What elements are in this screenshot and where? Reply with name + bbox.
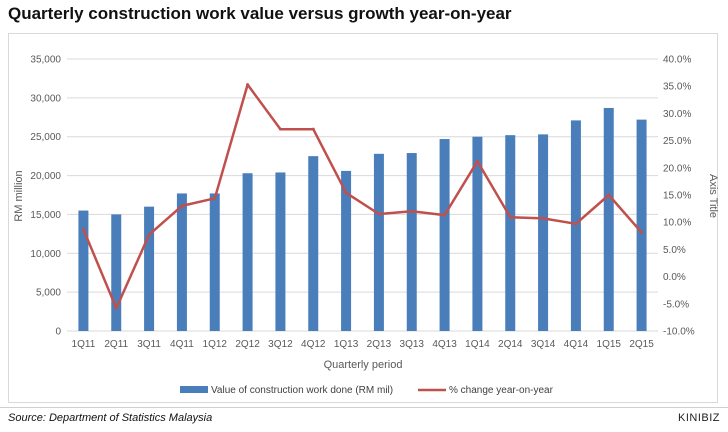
x-tick-label: 1Q13: [334, 339, 359, 350]
gridlines: [67, 58, 658, 332]
line-point: [213, 196, 217, 200]
line-point: [81, 227, 85, 231]
line-point: [475, 159, 479, 163]
y2-tick-label: -10.0%: [663, 327, 695, 338]
y2-tick-label: 40.0%: [663, 55, 691, 66]
x-tick-label: 4Q12: [301, 339, 326, 350]
y2-tick-label: 10.0%: [663, 218, 691, 229]
bar: [636, 119, 647, 331]
x-tick-label: 2Q13: [367, 339, 392, 350]
chart-frame: [8, 33, 718, 403]
y2-axis-title: Axis Title: [707, 174, 719, 218]
legend-bar-swatch: [180, 386, 208, 393]
line-series: [81, 83, 644, 310]
bar: [176, 193, 187, 331]
legend-line-label: % change year-on-year: [449, 385, 554, 396]
line-point: [311, 127, 315, 131]
bar: [570, 120, 581, 331]
y2-tick-label: 15.0%: [663, 191, 691, 202]
y2-tick-label: 25.0%: [663, 136, 691, 147]
brand-label: KINIBIZ: [677, 412, 720, 424]
line-point: [114, 306, 118, 310]
bar-series: [78, 107, 647, 332]
bar: [242, 173, 253, 331]
y-tick-label: 35,000: [30, 55, 61, 66]
line-point: [147, 233, 151, 237]
y2-tick-label: 20.0%: [663, 163, 691, 174]
x-tick-label: 3Q14: [531, 339, 556, 350]
chart-title: Quarterly construction work value versus…: [8, 4, 512, 23]
x-tick-label: 4Q13: [432, 339, 457, 350]
bar: [373, 153, 384, 331]
x-tick-label: 3Q13: [400, 339, 425, 350]
bar: [538, 134, 549, 331]
footer-divider: [0, 407, 728, 408]
line-point: [541, 216, 545, 220]
line-point: [180, 204, 184, 208]
right-axis-ticks: -10.0% -5.0% 0.0% 5.0% 10.0% 15.0% 20.0% 25.0% 3…: [663, 55, 695, 338]
y-tick-label: 20,000: [30, 171, 61, 182]
x-tick-label: 3Q12: [268, 339, 293, 350]
bar: [341, 170, 352, 331]
bar: [275, 172, 286, 331]
x-tick-label: 4Q14: [564, 339, 589, 350]
line-point: [344, 191, 348, 195]
line-point: [640, 231, 644, 235]
x-tick-label: 2Q12: [235, 339, 260, 350]
y-tick-label: 15,000: [30, 210, 61, 221]
y-tick-label: 10,000: [30, 249, 61, 260]
bar: [111, 214, 122, 331]
legend-bar-label: Value of construction work done (RM mil): [211, 385, 393, 396]
x-axis-ticks: 1Q11 2Q11 3Q11 4Q11 1Q12 2Q12 3Q12 4Q12 1Q13 2Q13…: [72, 339, 655, 350]
y2-tick-label: -5.0%: [663, 299, 689, 310]
x-axis-title: Quarterly period: [324, 359, 403, 371]
x-tick-label: 1Q14: [465, 339, 490, 350]
bar: [603, 107, 614, 332]
y-axis-title: RM million: [13, 170, 25, 221]
line-point: [508, 215, 512, 219]
y-tick-label: 0: [55, 327, 61, 338]
bar: [406, 153, 417, 331]
source-note: Source: Department of Statistics Malaysi…: [8, 412, 213, 424]
line-point: [377, 212, 381, 216]
x-tick-label: 1Q12: [203, 339, 228, 350]
y2-tick-label: 5.0%: [663, 245, 686, 256]
x-tick-label: 2Q14: [498, 339, 523, 350]
x-tick-label: 3Q11: [137, 339, 161, 350]
line-point: [574, 222, 578, 226]
x-tick-label: 1Q15: [597, 339, 622, 350]
y-tick-label: 25,000: [30, 132, 61, 143]
line-point: [246, 83, 250, 87]
bar: [505, 135, 516, 331]
x-tick-label: 1Q11: [72, 339, 96, 350]
bar: [209, 193, 220, 331]
y-tick-label: 5,000: [36, 288, 61, 299]
legend: Value of construction work done (RM mil)…: [180, 385, 554, 396]
y2-tick-label: 35.0%: [663, 82, 691, 93]
line-point: [607, 193, 611, 197]
y-tick-label: 30,000: [30, 93, 61, 104]
line-point: [410, 209, 414, 213]
bar: [308, 156, 319, 331]
bar: [144, 206, 155, 331]
bar: [439, 139, 450, 331]
x-tick-label: 2Q15: [629, 339, 654, 350]
y2-tick-label: 0.0%: [663, 272, 686, 283]
line-point: [278, 127, 282, 131]
bar: [472, 136, 483, 331]
bar: [78, 210, 89, 331]
line-point: [443, 213, 447, 217]
left-axis-ticks: 0 5,000 10,000 15,000 20,000 25,000 30,000 35,0…: [30, 55, 61, 338]
line-series-path: [82, 83, 643, 310]
y2-tick-label: 30.0%: [663, 109, 691, 120]
x-tick-label: 4Q11: [170, 339, 194, 350]
x-tick-label: 2Q11: [104, 339, 128, 350]
